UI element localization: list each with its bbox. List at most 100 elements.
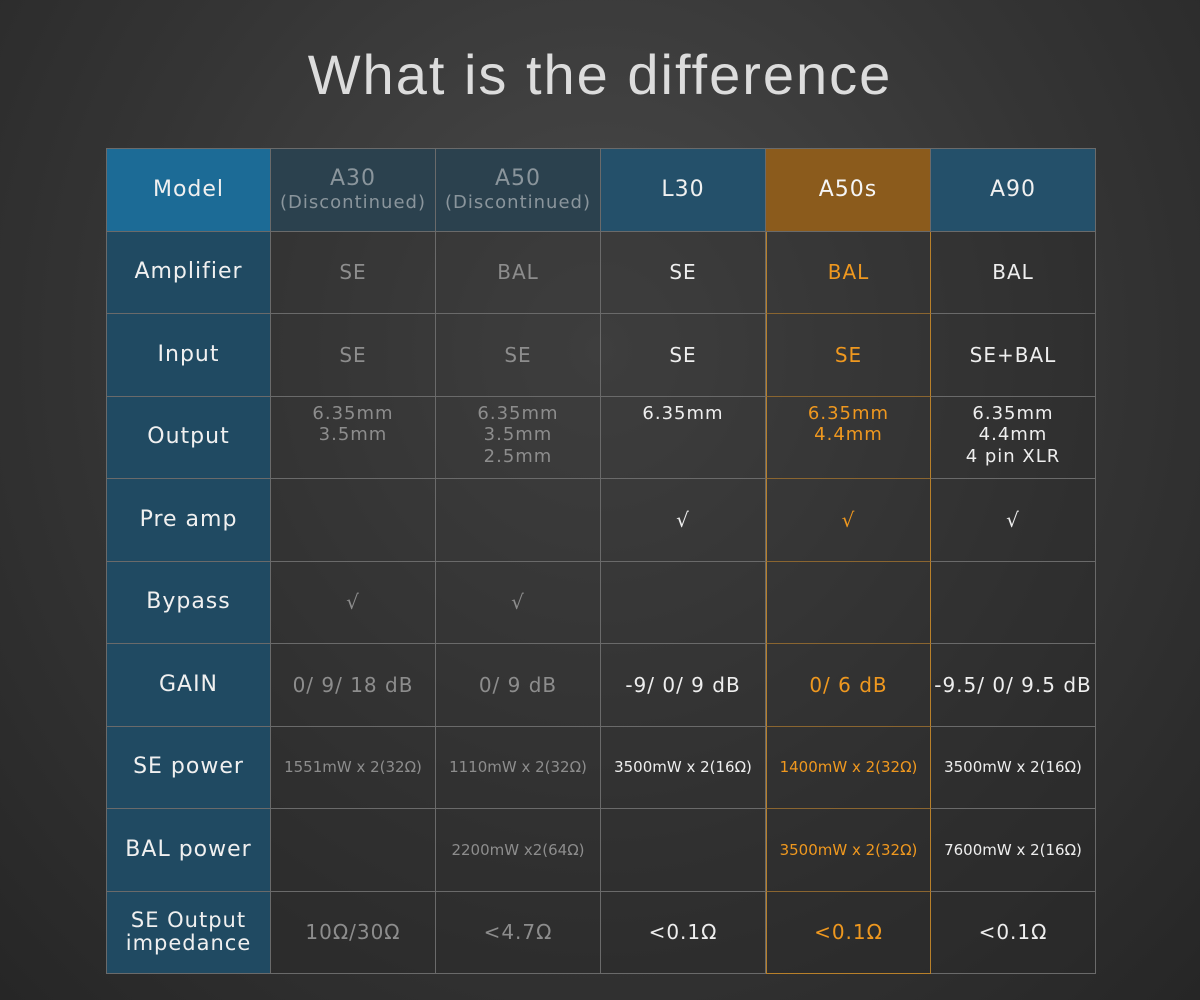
table-cell: <0.1Ω [931,891,1096,974]
comparison-table: Model A30 (Discontinued) A50 (Discontinued) L… [106,148,1096,974]
table-cell: 6.35mm 3.5mm 2.5mm [436,396,601,479]
cell-value: 3.5mm [483,424,553,446]
row-label: Amplifier [107,231,271,314]
row-label-text: Amplifier [134,259,243,285]
table-cell: 1110mW x 2(32Ω) [436,726,601,809]
check-icon: √ [1006,507,1020,532]
table-cell: 6.35mm 4.4mm [766,396,931,479]
row-label-text: Output [147,424,230,450]
cell-value: 4.4mm [978,424,1048,446]
cell-value: 6.35mm [312,402,394,424]
model-name: A90 [989,176,1037,202]
table-cell: 6.35mm [601,396,766,479]
header-label-cell: Model [107,149,271,232]
cell-value: SE [339,342,367,367]
cell-value: SE [504,342,532,367]
check-icon: √ [841,507,856,532]
model-name: A50s [818,176,878,202]
table-cell: SE [601,314,766,397]
table-cell: 1400mW x 2(32Ω) [766,726,931,809]
table-cell: 3500mW x 2(16Ω) [601,726,766,809]
cell-value: -9/ 0/ 9 dB [625,672,741,697]
row-label: BAL power [107,809,271,892]
cell-value: 4 pin XLR [965,445,1061,467]
table-cell [271,479,436,562]
table-cell: BAL [766,231,931,314]
table-cell: SE+BAL [931,314,1096,397]
cell-value: 0/ 9/ 18 dB [292,672,414,697]
cell-value: SE [669,260,697,285]
cell-value: 3500mW x 2(32Ω) [779,840,918,859]
row-label: SE power [107,726,271,809]
row-label-text: BAL power [125,836,252,862]
cell-value: 1551mW x 2(32Ω) [284,758,422,777]
cell-value: <4.7Ω [483,920,553,945]
cell-value: 3.5mm [318,424,388,446]
table-cell: 6.35mm 4.4mm 4 pin XLR [931,396,1096,479]
cell-value: 6.35mm [477,402,559,424]
check-icon: √ [346,590,360,615]
cell-value: 6.35mm [642,402,724,424]
table-cell: √ [271,561,436,644]
cell-value: <0.1Ω [978,920,1048,945]
row-label-text: Bypass [146,589,231,615]
row-label-text: GAIN [158,671,219,697]
cell-value: 1400mW x 2(32Ω) [779,758,918,777]
model-note: (Discontinued) [445,192,591,214]
row-label: GAIN [107,644,271,727]
model-note: (Discontinued) [280,192,426,214]
row-label: Bypass [107,561,271,644]
cell-value: <0.1Ω [814,920,883,945]
model-header-a30: A30 (Discontinued) [271,149,436,232]
table-cell: <0.1Ω [766,891,931,974]
table-cell: SE [766,314,931,397]
cell-value: 6.35mm [972,402,1054,424]
table-cell: 7600mW x 2(16Ω) [931,809,1096,892]
cell-value: BAL [992,260,1034,285]
table-cell [766,561,931,644]
table-cell: 0/ 9 dB [436,644,601,727]
row-label-text: SE Output [130,908,247,933]
table-cell [601,561,766,644]
cell-value: 0/ 6 dB [809,672,888,697]
table-cell: √ [931,479,1096,562]
row-label-text: Pre amp [139,506,238,532]
table-cell: 0/ 9/ 18 dB [271,644,436,727]
row-label: Input [107,314,271,397]
cell-value: -9.5/ 0/ 9.5 dB [934,672,1092,697]
table-cell: <0.1Ω [601,891,766,974]
cell-value: SE [339,260,367,285]
table-cell: 2200mW x2(64Ω) [436,809,601,892]
model-header-a50s: A50s [766,149,931,232]
cell-value: 4.4mm [814,424,883,446]
check-icon: √ [511,590,525,615]
table-cell: √ [436,561,601,644]
row-label-text: SE power [133,754,244,780]
table-cell: SE [601,231,766,314]
row-label: SE Output impedance [107,891,271,974]
model-header-l30: L30 [601,149,766,232]
table-cell [271,809,436,892]
table-cell: <4.7Ω [436,891,601,974]
table-cell [601,809,766,892]
table-cell: 3500mW x 2(32Ω) [766,809,931,892]
table-cell: 10Ω/30Ω [271,891,436,974]
page-title: What is the difference [307,43,893,106]
check-icon: √ [676,507,690,532]
cell-value: 3500mW x 2(16Ω) [614,758,752,777]
row-label-text: impedance [125,931,252,956]
cell-value: BAL [827,260,870,285]
table-cell: √ [601,479,766,562]
table-cell: 3500mW x 2(16Ω) [931,726,1096,809]
cell-value: 2200mW x2(64Ω) [451,840,585,859]
cell-value: SE+BAL [969,342,1057,367]
cell-value: SE [834,342,863,367]
row-label: Pre amp [107,479,271,562]
model-name: A50 [494,165,542,191]
table-cell [436,479,601,562]
cell-value: 3500mW x 2(16Ω) [944,758,1082,777]
cell-value: 0/ 9 dB [478,672,558,697]
table-cell: 1551mW x 2(32Ω) [271,726,436,809]
cell-value: SE [669,342,697,367]
row-label-text: Input [157,341,220,367]
